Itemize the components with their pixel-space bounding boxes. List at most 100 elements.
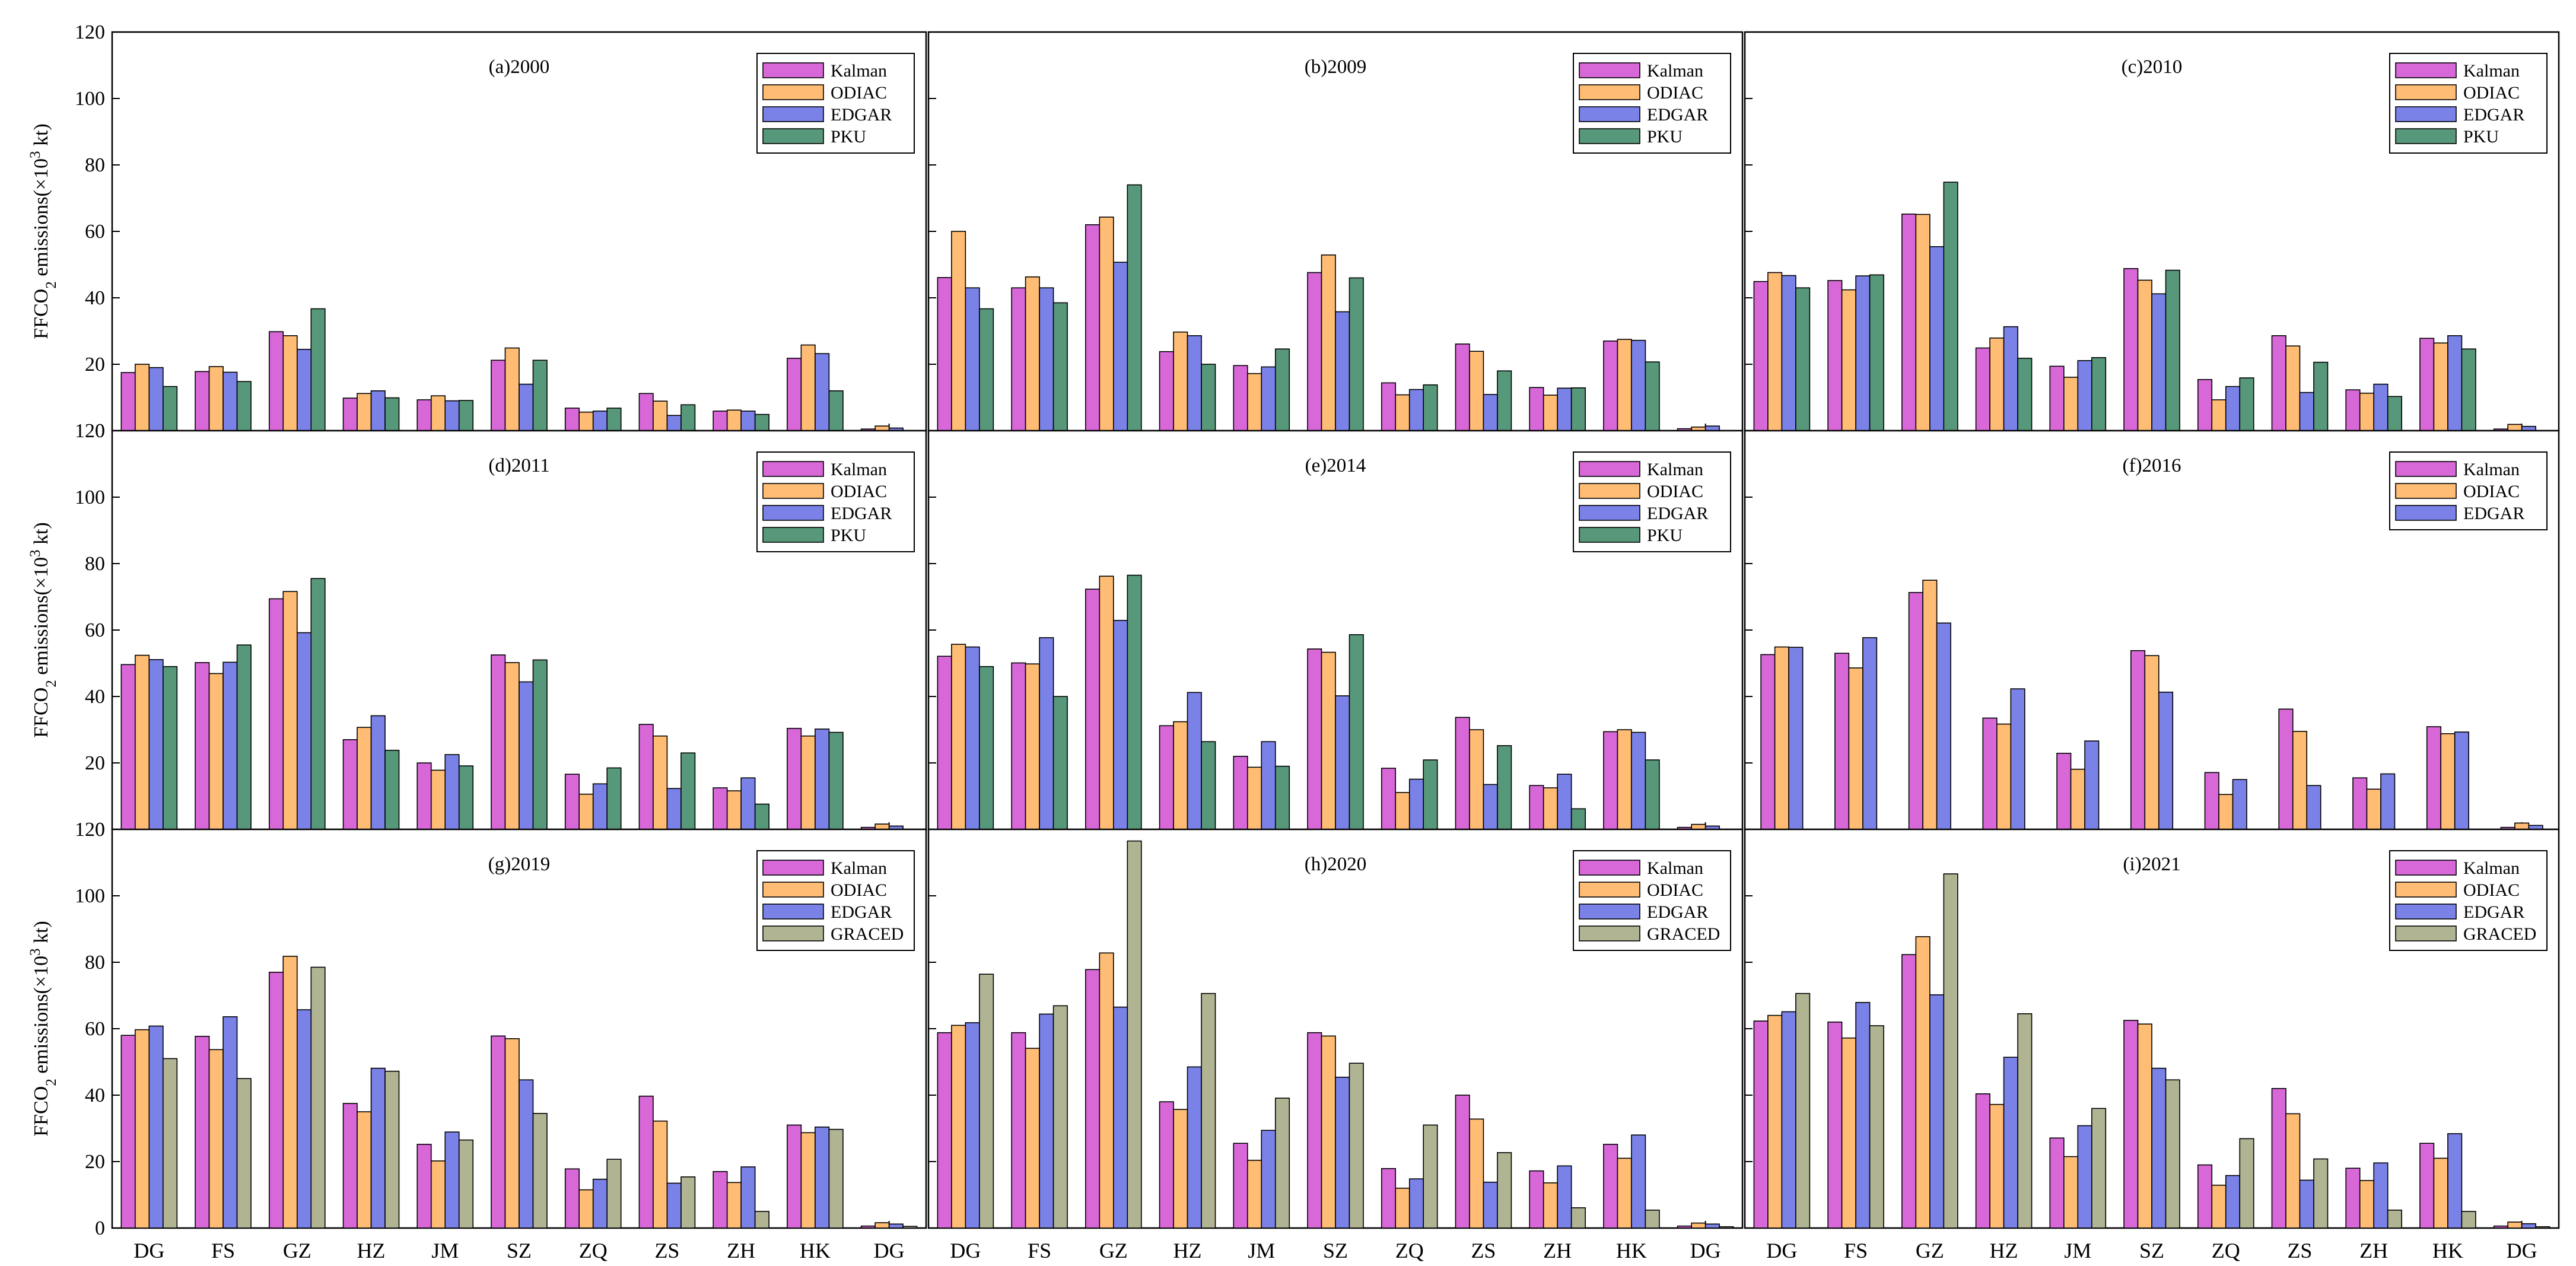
bar-kalman-hz: [1982, 717, 1998, 830]
bar-odiac-gz: [1099, 575, 1114, 830]
legend-swatch-odiac: [2395, 84, 2457, 100]
bar-odiac-fs: [1848, 667, 1863, 830]
bar-edgar-hz: [2003, 1057, 2018, 1229]
bar-edgar-zh: [1557, 1165, 1572, 1229]
bar-edgar-zs: [666, 415, 682, 431]
bar-odiac-fs: [208, 1049, 224, 1229]
bar-kalman-hk: [787, 1124, 802, 1229]
bar-edgar-zh: [740, 777, 756, 830]
bar-pku-fs: [1052, 696, 1068, 830]
bar-pku-zh: [754, 413, 769, 431]
bar-odiac-sz: [1321, 651, 1336, 830]
bar-kalman-dg: [1760, 654, 1776, 830]
panel-title: (d)2011: [488, 455, 549, 476]
bar-edgar-gz: [1929, 994, 1945, 1229]
bar-pku-gz: [1943, 182, 1958, 431]
bar-edgar-dg: [965, 646, 980, 830]
panel-9: DG FS GZ HZ JM SZ ZQ ZS ZH HK DG (i)2021 KalmanODIAC…: [1744, 828, 2560, 1262]
legend-label-graced: GRACED: [1647, 924, 1720, 944]
bar-graced-dg: [979, 974, 994, 1229]
bar-kalman-gz: [1908, 591, 1923, 830]
bar-edgar-zs: [2306, 785, 2321, 830]
bar-kalman-dg: [120, 1035, 136, 1229]
legend-swatch-kalman: [762, 62, 824, 78]
bar-edgar-hz: [1187, 335, 1202, 431]
bar-odiac-zs: [1469, 1118, 1484, 1229]
bar-odiac-zq: [578, 793, 594, 830]
bar-graced-sz: [1349, 1063, 1364, 1229]
bar-edgar-gz: [1113, 619, 1128, 830]
bar-kalman-sz: [1307, 272, 1322, 431]
bar-odiac-zs: [1469, 729, 1484, 830]
bar-edgar-hz: [370, 715, 386, 830]
bar-edgar-sz: [1335, 1076, 1350, 1229]
bar-edgar-gz: [1113, 1006, 1128, 1229]
y-axis-label-end: kt): [30, 522, 52, 549]
bar-odiac-zh: [2359, 392, 2374, 431]
legend-swatch-graced: [762, 925, 824, 941]
bar-pku-sz: [1349, 634, 1364, 830]
bar-edgar-dg: [2521, 1223, 2536, 1229]
bar-pku-zq: [606, 767, 622, 830]
x-tick-label: ZS: [2287, 1239, 2312, 1262]
bar-edgar-dg: [148, 659, 164, 830]
bar-edgar-sz: [2151, 1067, 2167, 1229]
bar-kalman-gz: [269, 598, 284, 830]
bar-odiac-gz: [282, 956, 298, 1229]
bar-kalman-zs: [638, 393, 654, 431]
bar-odiac-sz: [504, 347, 520, 431]
legend-swatch-odiac: [1579, 84, 1640, 100]
bar-odiac-hk: [1617, 729, 1632, 830]
bar-edgar-fs: [1039, 287, 1054, 431]
bar-edgar-zh: [1557, 774, 1572, 830]
bar-odiac-zh: [2359, 1180, 2374, 1229]
bar-kalman-zh: [2345, 1168, 2361, 1229]
bar-graced-zq: [2239, 1138, 2254, 1229]
bar-kalman-zh: [1529, 785, 1544, 830]
bar-graced-jm: [1274, 1098, 1290, 1229]
bar-pku-hz: [1201, 364, 1216, 431]
legend-label-edgar: EDGAR: [831, 105, 892, 125]
bar-odiac-zs: [653, 1120, 668, 1229]
bar-kalman-zs: [1455, 717, 1470, 830]
legend-swatch-edgar: [762, 106, 824, 122]
bar-kalman-jm: [416, 399, 432, 431]
bar-kalman-dg: [120, 664, 136, 830]
legend-label-odiac: ODIAC: [2463, 880, 2520, 900]
y-axis-label: FFCO2 emissions(×103 kt): [27, 123, 59, 339]
bar-edgar-gz: [1113, 262, 1128, 431]
bar-pku-zh: [754, 803, 769, 830]
x-tick-label: DG: [1690, 1239, 1721, 1262]
bar-graced-dg: [2535, 1226, 2550, 1229]
bar-kalman-zs: [638, 1095, 654, 1229]
bar-kalman-zh: [713, 411, 728, 431]
bar-pku-jm: [1274, 765, 1290, 830]
bar-odiac-sz: [1321, 1035, 1336, 1229]
bar-edgar-hk: [815, 1126, 830, 1229]
bar-pku-gz: [1127, 574, 1142, 830]
bar-odiac-jm: [430, 1160, 446, 1229]
bar-odiac-gz: [1099, 952, 1114, 1229]
bar-kalman-fs: [1827, 280, 1843, 431]
bar-kalman-zq: [564, 1168, 580, 1229]
legend-label-graced: GRACED: [2463, 924, 2536, 944]
bar-odiac-fs: [208, 673, 224, 830]
bar-edgar-dg: [965, 287, 980, 431]
bar-kalman-hk: [1603, 731, 1618, 830]
bar-graced-hz: [2017, 1013, 2033, 1229]
bar-pku-fs: [236, 381, 252, 431]
legend-swatch-odiac: [2395, 882, 2457, 898]
bar-kalman-sz: [491, 654, 506, 830]
bar-graced-dg: [902, 1226, 918, 1229]
bar-kalman-hk: [2419, 338, 2435, 431]
legend-label-edgar: EDGAR: [1647, 504, 1708, 523]
bar-kalman-dg: [120, 372, 136, 431]
bar-odiac-fs: [1025, 276, 1040, 431]
bar-edgar-hk: [815, 729, 830, 830]
bar-edgar-jm: [1261, 366, 1276, 431]
x-tick-label: HZ: [357, 1239, 386, 1262]
y-axis-label-mid: emissions(×10: [30, 158, 52, 281]
bar-odiac-sz: [504, 1038, 520, 1229]
bar-pku-zq: [1423, 759, 1438, 830]
